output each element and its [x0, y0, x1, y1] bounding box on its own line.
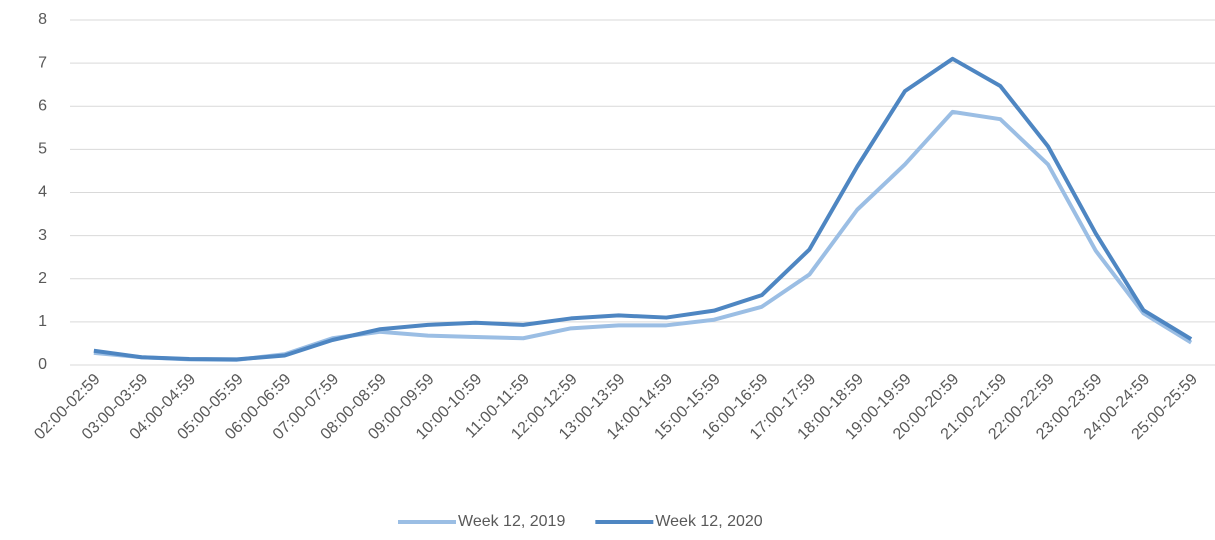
legend-label: Week 12, 2019: [458, 513, 565, 530]
y-tick-label: 4: [38, 184, 47, 201]
y-tick-label: 5: [38, 141, 47, 158]
y-tick-label: 3: [38, 227, 47, 244]
y-tick-label: 8: [38, 11, 47, 28]
y-tick-label: 1: [38, 313, 47, 330]
y-tick-label: 2: [38, 270, 47, 287]
series-line: [93, 56, 1193, 362]
y-tick-label: 6: [38, 97, 47, 114]
y-tick-label: 7: [38, 54, 47, 71]
y-tick-label: 0: [38, 356, 47, 373]
legend-label: Week 12, 2020: [655, 513, 762, 530]
